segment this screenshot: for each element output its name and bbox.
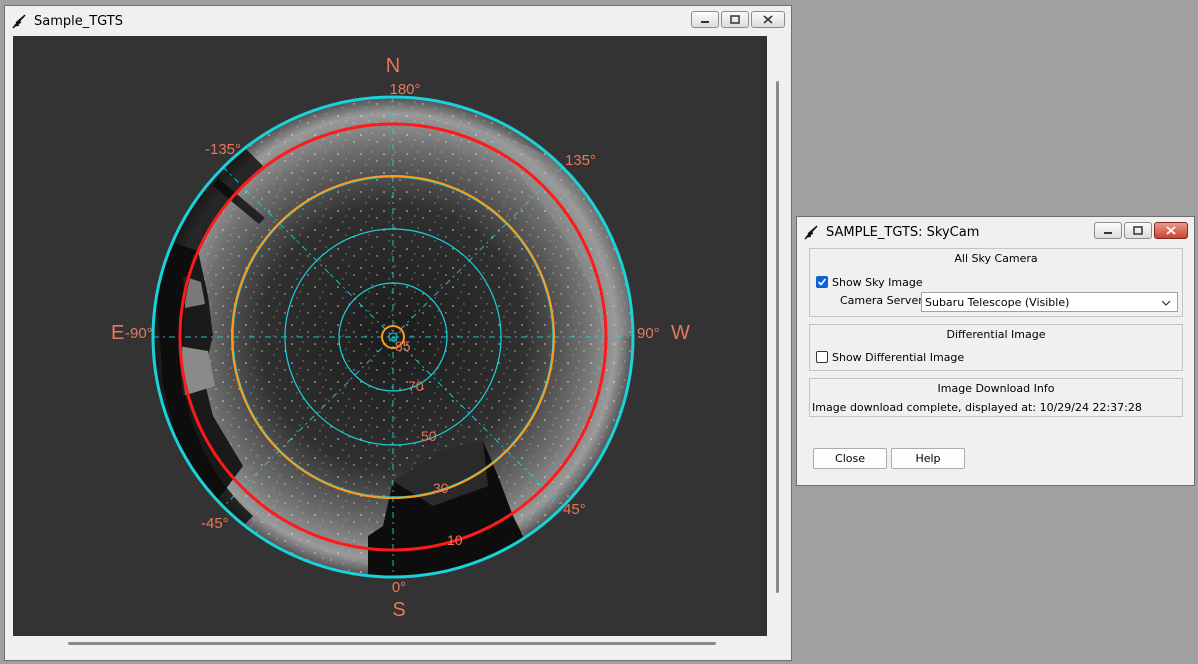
- close-icon: [763, 15, 773, 24]
- azimuth-bottom: 0°: [392, 579, 406, 596]
- azimuth-top-left: -135°: [205, 141, 241, 158]
- show-sky-image-checkbox[interactable]: [816, 276, 828, 288]
- azimuth-bottom-right: 45°: [563, 501, 586, 518]
- horizontal-scrollbar[interactable]: [13, 636, 767, 650]
- azimuth-top: 180°: [389, 81, 420, 98]
- close-window-button[interactable]: [751, 11, 785, 28]
- elevation-label-10: 10: [447, 532, 463, 548]
- vertical-scrollbar[interactable]: [771, 36, 785, 636]
- horizon-boundary-ring: [151, 95, 635, 579]
- show-sky-image-label: Show Sky Image: [832, 276, 923, 289]
- red-horizon-ring: [178, 122, 608, 552]
- azimuth-top-right: 135°: [565, 152, 596, 169]
- direction-north: N: [386, 55, 400, 77]
- show-differential-image-checkbox[interactable]: [816, 351, 828, 363]
- elevation-label-70: 70: [408, 378, 424, 394]
- camera-server-value: Subaru Telescope (Visible): [925, 296, 1070, 309]
- vertical-scroll-thumb[interactable]: [776, 81, 779, 593]
- minimize-icon: [1104, 231, 1112, 234]
- skycam-window-title: SAMPLE_TGTS: SkyCam: [826, 224, 980, 240]
- orange-elevation-ring: [231, 175, 555, 499]
- maximize-icon: [1133, 226, 1143, 235]
- minimize-button[interactable]: [691, 11, 719, 28]
- skycam-close-window-button[interactable]: [1154, 222, 1188, 239]
- maximize-button[interactable]: [721, 11, 749, 28]
- horizontal-scroll-thumb[interactable]: [68, 642, 716, 645]
- close-icon: [1166, 226, 1176, 235]
- camera-server-label: Camera Server:: [840, 294, 927, 307]
- elevation-ring-70: [338, 282, 448, 392]
- sky-chart: N 180° S 0° E -90° 90° W -135° 135° -45°…: [111, 55, 690, 621]
- elevation-label-50: 50: [421, 428, 437, 444]
- download-status-text: Image download complete, displayed at: 1…: [812, 401, 1142, 414]
- elevation-label-85: 85: [395, 338, 411, 354]
- main-titlebar[interactable]: Sample_TGTS: [5, 6, 791, 36]
- all-sky-camera-title: All Sky Camera: [954, 252, 1038, 265]
- azimuth-left: -90°: [125, 325, 153, 342]
- skycam-titlebar[interactable]: SAMPLE_TGTS: SkyCam: [797, 217, 1194, 247]
- image-download-info-title: Image Download Info: [937, 382, 1055, 395]
- chevron-down-icon: [1161, 300, 1171, 306]
- skycam-window: SAMPLE_TGTS: SkyCam All Sky Camera Show …: [796, 216, 1195, 486]
- main-window-title: Sample_TGTS: [34, 13, 123, 29]
- differential-image-panel: Differential Image Show Differential Ima…: [809, 324, 1183, 371]
- elevation-ring-50: [284, 228, 502, 446]
- show-differential-image-label: Show Differential Image: [832, 351, 965, 364]
- checkmark-icon: [817, 278, 827, 286]
- skycam-feather-icon: [804, 225, 818, 240]
- skycam-minimize-button[interactable]: [1094, 222, 1122, 239]
- skycam-maximize-button[interactable]: [1124, 222, 1152, 239]
- all-sky-camera-panel: All Sky Camera Show Sky Image Camera Ser…: [809, 248, 1183, 317]
- differential-image-title: Differential Image: [946, 328, 1046, 341]
- elevation-label-30: 30: [433, 480, 449, 496]
- zenith-marker: [381, 325, 405, 349]
- help-button[interactable]: Help: [891, 448, 965, 469]
- image-download-info-panel: Image Download Info Image download compl…: [809, 378, 1183, 417]
- direction-east: E: [111, 322, 124, 344]
- sky-image-canvas[interactable]: N 180° S 0° E -90° 90° W -135° 135° -45°…: [13, 36, 767, 636]
- direction-south: S: [392, 599, 405, 621]
- camera-server-select[interactable]: Subaru Telescope (Visible): [921, 292, 1178, 312]
- azimuth-bottom-left: -45°: [201, 515, 229, 532]
- maximize-icon: [730, 15, 740, 24]
- azimuth-right: 90°: [637, 325, 660, 342]
- main-window: Sample_TGTS: [4, 5, 792, 661]
- app-feather-icon: [12, 14, 26, 29]
- close-button[interactable]: Close: [813, 448, 887, 469]
- minimize-icon: [701, 20, 709, 23]
- direction-west: W: [671, 322, 690, 344]
